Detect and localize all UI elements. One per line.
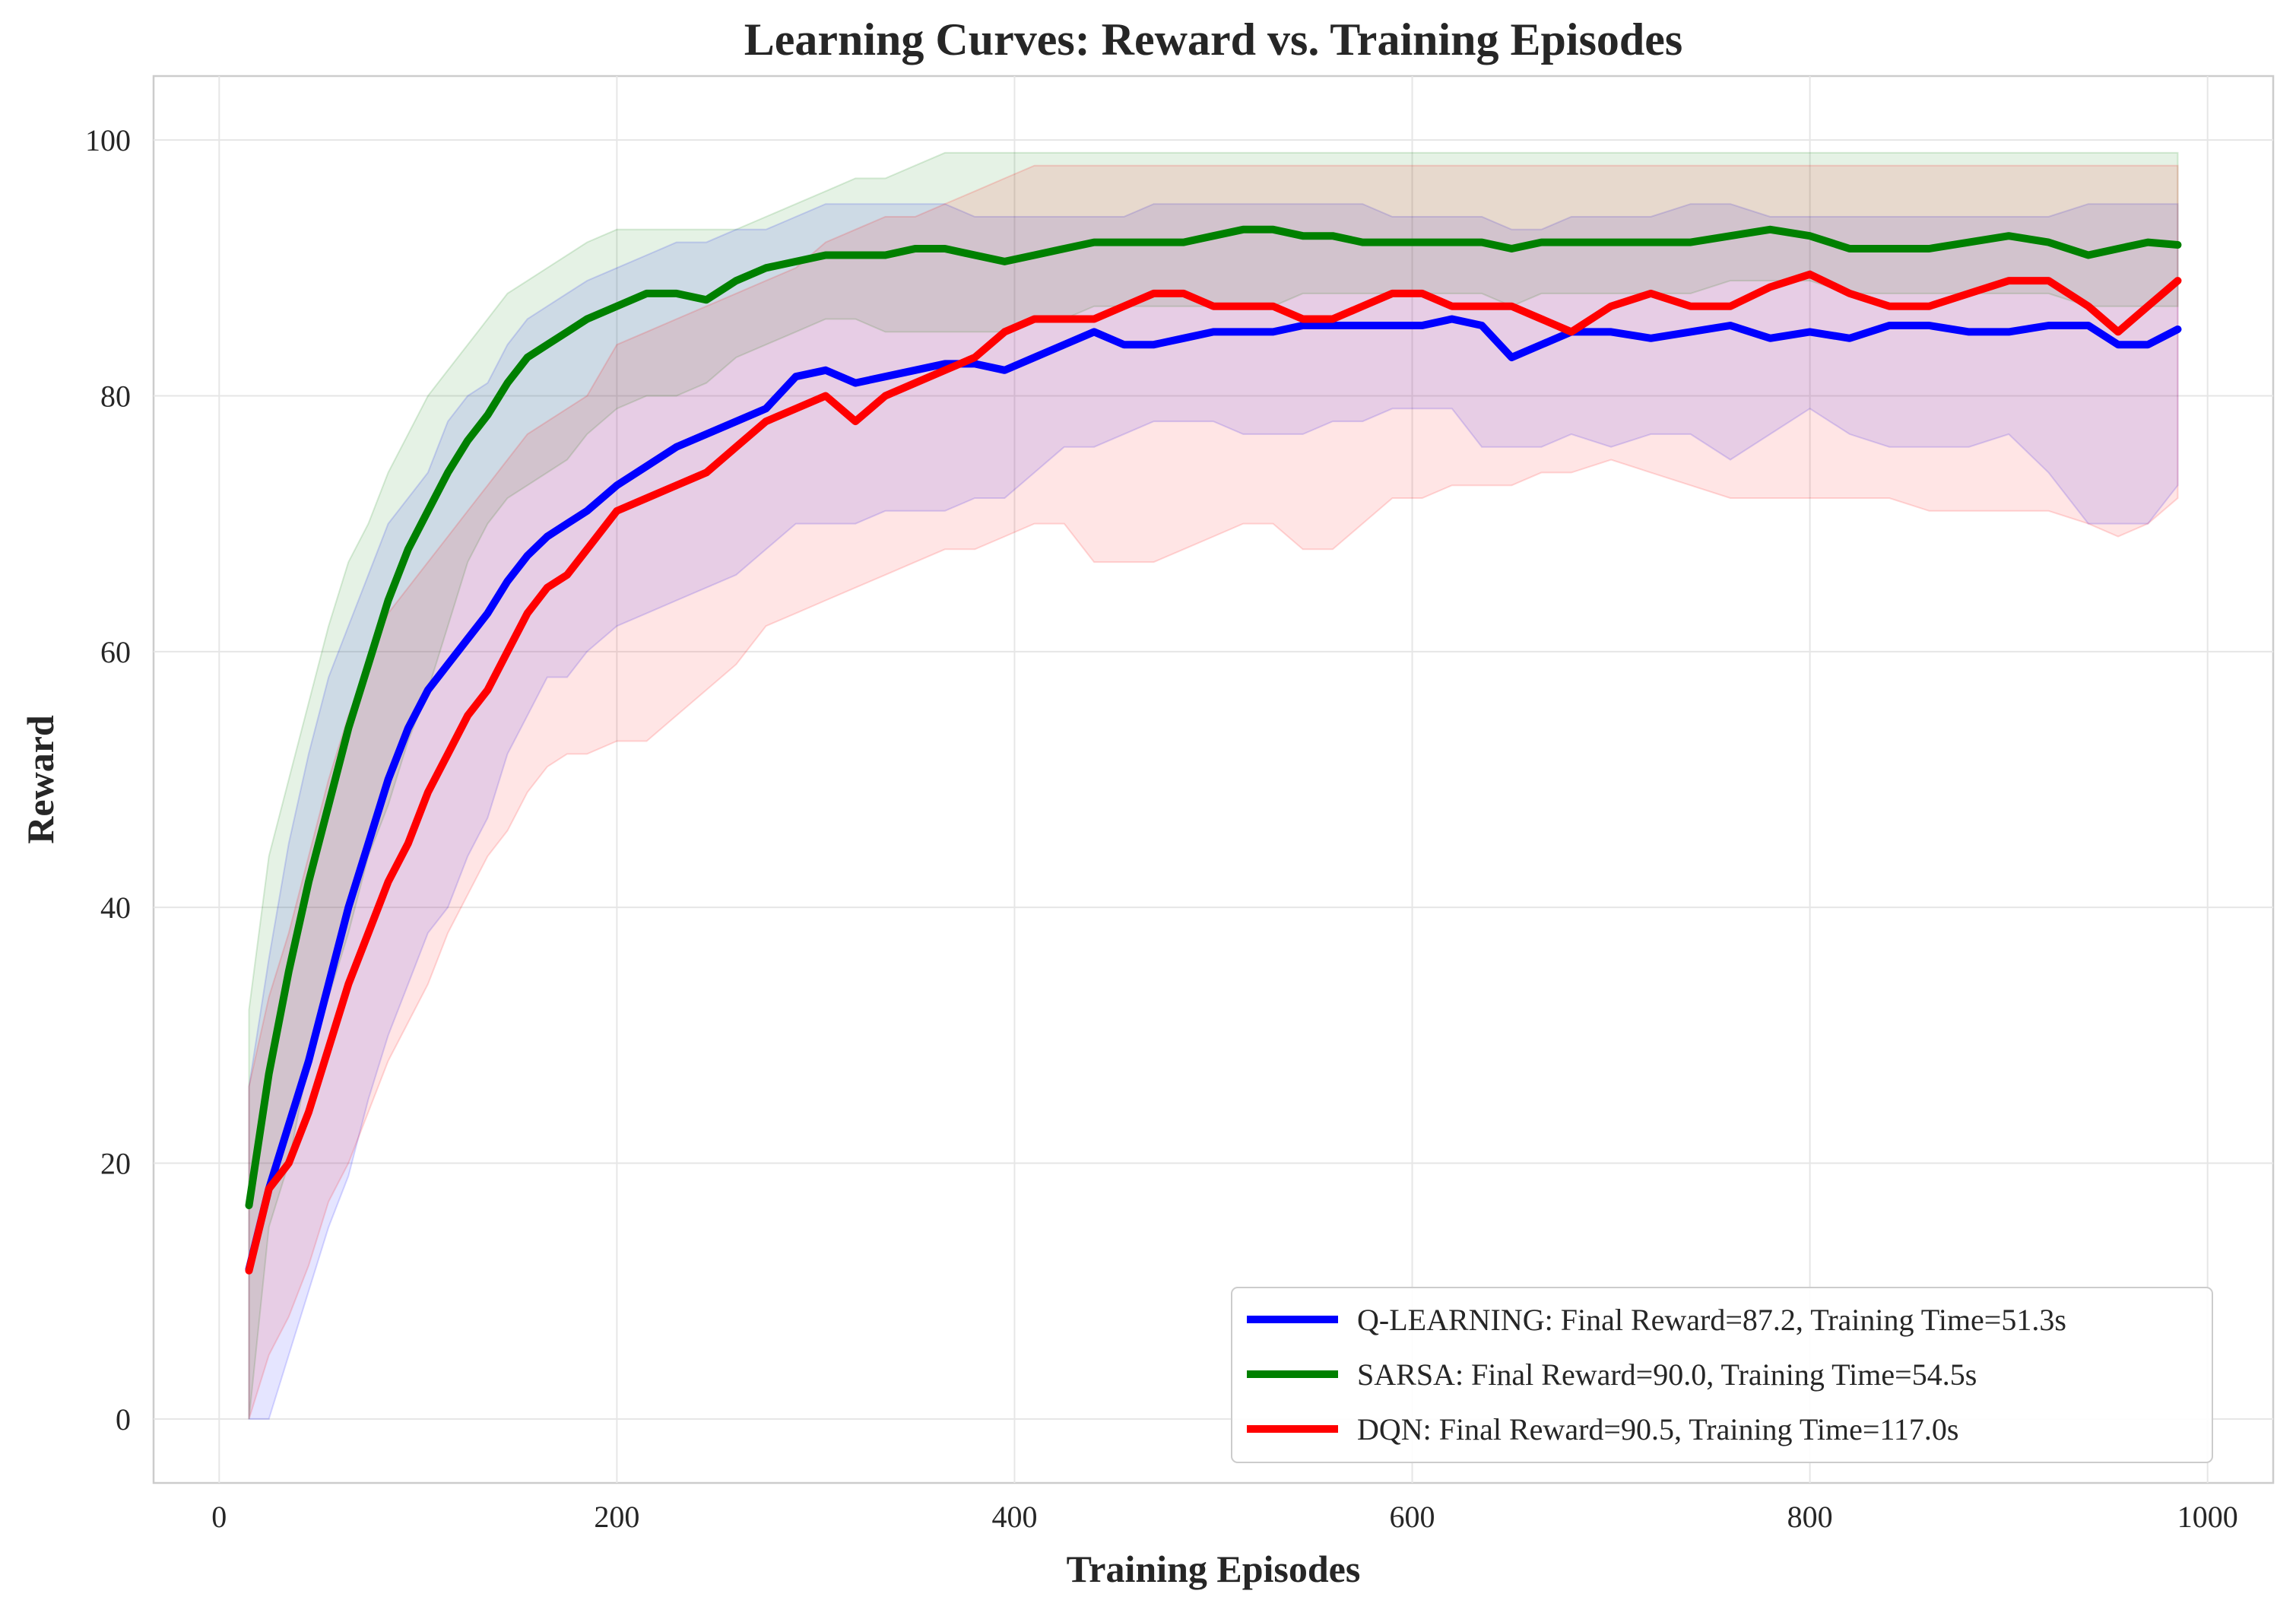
- y-axis-ticks: 0 20 40 60 80 100: [85, 123, 131, 1437]
- y-tick-label: 20: [100, 1147, 131, 1181]
- x-tick-label: 0: [211, 1500, 227, 1534]
- y-tick-label: 80: [100, 379, 131, 413]
- confidence-bands: [248, 151, 2179, 1420]
- x-tick-label: 600: [1390, 1500, 1435, 1534]
- x-axis-label: Training Episodes: [1067, 1548, 1361, 1590]
- x-axis-ticks: 0 200 400 600 800 1000: [211, 1500, 2237, 1534]
- x-tick-label: 800: [1787, 1500, 1833, 1534]
- band-dqn: [248, 164, 2179, 1420]
- y-tick-label: 40: [100, 891, 131, 925]
- plot-area: [152, 75, 2275, 1484]
- legend-label-q-learning: Q-LEARNING: Final Reward=87.2, Training …: [1357, 1303, 2066, 1337]
- y-tick-label: 100: [85, 123, 131, 157]
- y-tick-label: 60: [100, 635, 131, 669]
- legend-label-sarsa: SARSA: Final Reward=90.0, Training Time=…: [1357, 1357, 1977, 1392]
- line-q-learning: [245, 315, 2182, 1274]
- series-lines: [245, 225, 2182, 1275]
- legend-box: [1231, 1287, 2213, 1463]
- x-tick-label: 400: [991, 1500, 1037, 1534]
- legend-label-dqn: DQN: Final Reward=90.5, Training Time=11…: [1357, 1412, 1958, 1446]
- x-tick-label: 200: [594, 1500, 639, 1534]
- line-sarsa: [245, 225, 2182, 1209]
- legend: Q-LEARNING: Final Reward=87.2, Training …: [1231, 1287, 2213, 1463]
- band-sarsa: [248, 151, 2179, 1420]
- y-axis-label: Reward: [19, 715, 62, 844]
- band-q-learning: [248, 203, 2179, 1420]
- y-tick-label: 0: [116, 1402, 131, 1437]
- line-dqn: [245, 270, 2182, 1275]
- x-tick-label: 1000: [2177, 1500, 2238, 1534]
- chart-title: Learning Curves: Reward vs. Training Epi…: [744, 14, 1683, 65]
